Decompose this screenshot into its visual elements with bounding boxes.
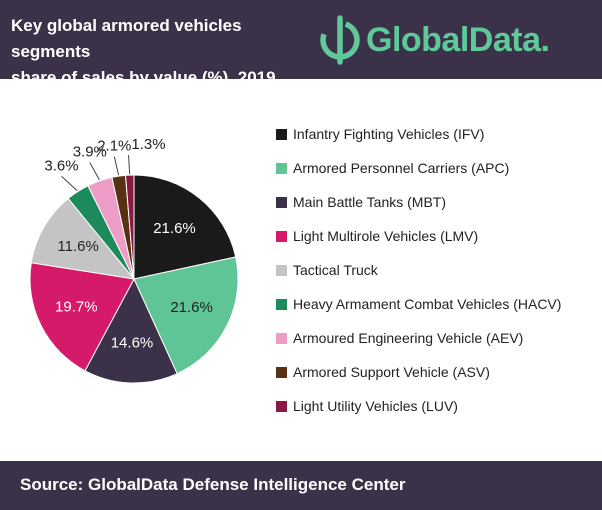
legend-item-main-battle-tanks: Main Battle Tanks (MBT)	[276, 194, 596, 228]
footer-bar: Source: GlobalData Defense Intelligence …	[0, 461, 602, 510]
chart-title: Key global armored vehicles segments sha…	[11, 13, 311, 91]
legend-label: Light Utility Vehicles (LUV)	[293, 398, 458, 414]
source-note: Source: GlobalData Defense Intelligence …	[20, 475, 406, 494]
chart-title-line-2: share of sales by value (%), 2019	[11, 68, 276, 87]
data-label-armored-personnel-carriers: 21.6%	[170, 299, 213, 316]
legend-swatch	[276, 197, 287, 208]
data-label-infantry-fighting-vehicles: 21.6%	[153, 220, 196, 237]
legend-label: Armored Personnel Carriers (APC)	[293, 160, 510, 176]
pie-data-labels: 21.6% 21.6% 14.6% 19.7% 11.6% 3.6%3.9%2.1% 1.3…	[44, 136, 212, 351]
legend-item-armored-personnel-carriers: Armored Personnel Carriers (APC)	[276, 160, 596, 194]
data-label-light-multirole-vehicles: 19.7%	[55, 299, 98, 316]
legend-item-heavy-armament-combat-vehicles: Heavy Armament Combat Vehicles (HACV)	[276, 296, 596, 330]
legend-item-armoured-engineering-vehicle: Armoured Engineering Vehicle (AEV)	[276, 330, 596, 364]
header-bar: Key global armored vehicles segments sha…	[0, 0, 602, 87]
pie-slices	[29, 174, 239, 384]
data-label-armored-support-vehicle: 2.1%	[97, 137, 131, 154]
data-label-heavy-armament-combat-vehicles: 3.6%	[44, 157, 78, 174]
chart-title-line-1: Key global armored vehicles segments	[11, 16, 242, 61]
leader-line-heavy-armament-combat-vehicles	[61, 175, 78, 192]
pie-chart: 21.6% 21.6% 14.6% 19.7% 11.6% 3.6%3.9%2.1% 1.3…	[29, 136, 239, 384]
brand-logo: GlobalData.	[318, 12, 594, 68]
legend-item-infantry-fighting-vehicles: Infantry Fighting Vehicles (IFV)	[276, 126, 596, 160]
legend-swatch	[276, 163, 287, 174]
legend-item-light-multirole-vehicles: Light Multirole Vehicles (LMV)	[276, 228, 596, 262]
legend-swatch	[276, 231, 287, 242]
legend-swatch	[276, 401, 287, 412]
chart-legend: Infantry Fighting Vehicles (IFV) Armored …	[276, 126, 596, 432]
legend-label: Armoured Engineering Vehicle (AEV)	[293, 330, 524, 346]
globaldata-logo-icon	[320, 15, 360, 65]
pie-slice-light-utility-vehicles	[124, 174, 135, 280]
pie-slice-main-battle-tanks	[84, 277, 178, 384]
legend-item-armored-support-vehicle: Armored Support Vehicle (ASV)	[276, 364, 596, 398]
leader-line-armored-support-vehicle	[113, 156, 120, 176]
pie-slice-armored-personnel-carriers	[133, 256, 239, 375]
legend-label: Armored Support Vehicle (ASV)	[293, 364, 490, 380]
pie-slice-infantry-fighting-vehicles	[133, 174, 237, 280]
leader-line-light-utility-vehicles	[128, 155, 131, 175]
data-label-tactical-truck: 11.6%	[57, 238, 98, 255]
brand-name: GlobalData.	[366, 21, 550, 59]
legend-label: Main Battle Tanks (MBT)	[293, 194, 447, 210]
legend-swatch	[276, 129, 287, 140]
data-label-main-battle-tanks: 14.6%	[111, 334, 154, 351]
pie-slice-tactical-truck	[30, 197, 136, 280]
data-label-armoured-engineering-vehicle: 3.9%	[73, 143, 107, 160]
legend-label: Light Multirole Vehicles (LMV)	[293, 228, 479, 244]
leader-line-armoured-engineering-vehicle	[89, 162, 100, 181]
legend-swatch	[276, 265, 287, 276]
pie-slice-light-multirole-vehicles	[29, 262, 135, 372]
legend-label: Heavy Armament Combat Vehicles (HACV)	[293, 296, 562, 312]
legend-swatch	[276, 299, 287, 310]
legend-label: Infantry Fighting Vehicles (IFV)	[293, 126, 485, 142]
legend-item-light-utility-vehicles: Light Utility Vehicles (LUV)	[276, 398, 596, 432]
legend-swatch	[276, 333, 287, 344]
legend-swatch	[276, 367, 287, 378]
legend-label: Tactical Truck	[293, 262, 378, 278]
legend-item-tactical-truck: Tactical Truck	[276, 262, 596, 296]
data-label-light-utility-vehicles: 1.3%	[131, 136, 165, 153]
